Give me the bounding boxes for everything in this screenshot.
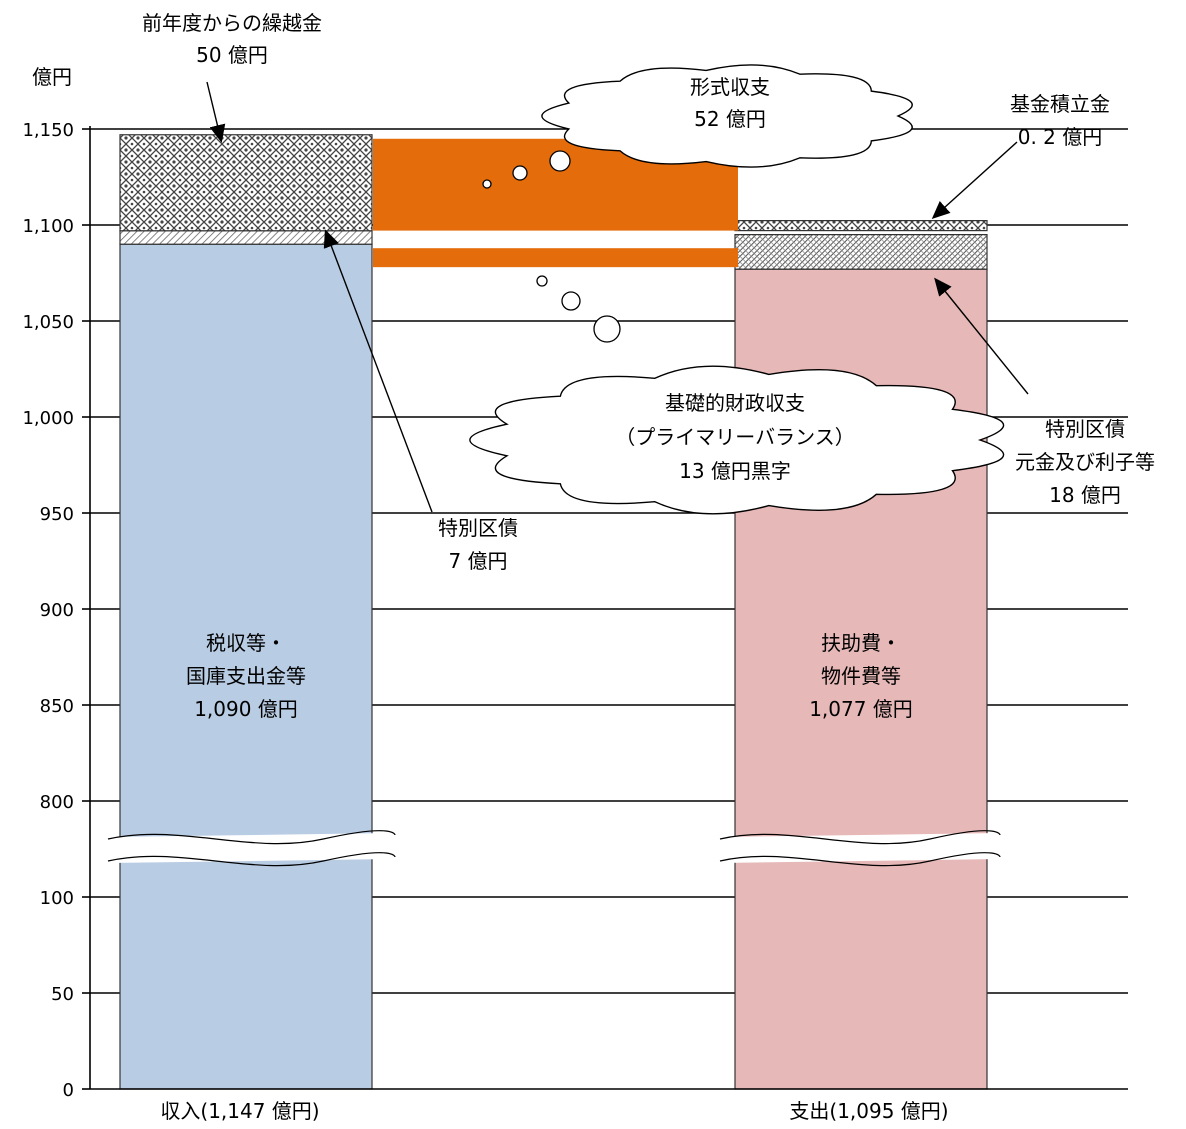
annotation-arrow	[931, 141, 1018, 220]
bar-segment	[119, 134, 373, 232]
axes	[89, 126, 1128, 1090]
annotation-special-bond-revenue: 特別区債	[438, 516, 518, 540]
axis-break-line	[719, 830, 1001, 845]
annotation-special-bond-revenue: 7 億円	[448, 549, 507, 573]
balance-band	[373, 248, 738, 268]
bar-segment-label: 物件費等	[821, 664, 901, 688]
bar-segment	[119, 230, 373, 245]
y-tick-label: 1,000	[22, 408, 74, 429]
axis-break-line	[107, 830, 396, 845]
bar-segment-label: 1,090 億円	[194, 697, 298, 721]
y-tick-label: 50	[51, 984, 74, 1005]
y-tick-label: 850	[40, 696, 74, 717]
annotation-arrows	[206, 81, 1029, 513]
thought-bubble	[549, 150, 571, 172]
annotation-primary-balance: 基礎的財政収支	[665, 391, 805, 415]
axis-break-line	[107, 852, 396, 867]
y-tick-label: 1,150	[22, 120, 74, 141]
axis-break-line	[719, 852, 1001, 867]
bar-segment	[734, 234, 988, 270]
bar-segment-label: 1,077 億円	[809, 697, 913, 721]
category-label: 収入(1,147 億円)	[160, 1099, 319, 1123]
y-tick-label: 900	[40, 600, 74, 621]
y-tick-label: 950	[40, 504, 74, 525]
y-tick-label: 100	[40, 888, 74, 909]
y-tick-label: 1,100	[22, 216, 74, 237]
annotation-primary-balance: 13 億円黒字	[679, 459, 791, 483]
cloud-callout	[541, 64, 913, 168]
bar-segment	[734, 220, 988, 232]
thought-bubble	[536, 275, 548, 287]
annotation-special-bond-repayment: 元金及び利子等	[1015, 450, 1155, 474]
callout-clouds	[469, 64, 1005, 515]
y-tick-label: 1,050	[22, 312, 74, 333]
thought-bubble	[482, 179, 492, 189]
axis-break	[107, 830, 1001, 867]
annotation-special-bond-repayment: 18 億円	[1049, 483, 1121, 507]
bar-segment-label: 税収等・	[206, 631, 286, 655]
bar-segment-label: 扶助費・	[821, 631, 901, 655]
annotation-special-bond-repayment: 特別区債	[1045, 417, 1125, 441]
y-tick-label: 800	[40, 792, 74, 813]
annotation-fund-reserve: 0. 2 億円	[1018, 125, 1103, 149]
y-tick-label: 0	[63, 1080, 74, 1101]
axis-break-gap	[720, 833, 1000, 863]
annotation-carryover: 50 億円	[196, 43, 268, 67]
annotation-carryover: 前年度からの繰越金	[142, 11, 322, 35]
annotation-arrow	[934, 277, 1029, 395]
annotation-fund-reserve: 基金積立金	[1010, 92, 1110, 116]
annotation-formal-balance: 形式収支	[690, 75, 770, 99]
y-axis-label: 億円	[32, 65, 72, 89]
y-axis-ticks: 0 50 100 800 850 900 950 1,000 1,050 1,100 1,150	[22, 120, 90, 1101]
thought-bubble	[593, 315, 621, 343]
annotation-arrow	[206, 81, 226, 143]
bar-segment-label: 国庫支出金等	[186, 664, 306, 688]
cloud-callout	[469, 365, 1005, 515]
annotation-primary-balance: （プライマリーバランス）	[615, 425, 854, 449]
bar-segment	[119, 243, 373, 1090]
thought-bubble	[512, 165, 528, 181]
bars	[119, 134, 988, 1090]
thought-bubble	[561, 291, 581, 311]
axis-break-gap	[108, 833, 395, 863]
annotation-arrow	[323, 229, 433, 513]
annotation-formal-balance: 52 億円	[694, 107, 766, 131]
category-label: 支出(1,095 億円)	[789, 1099, 948, 1123]
